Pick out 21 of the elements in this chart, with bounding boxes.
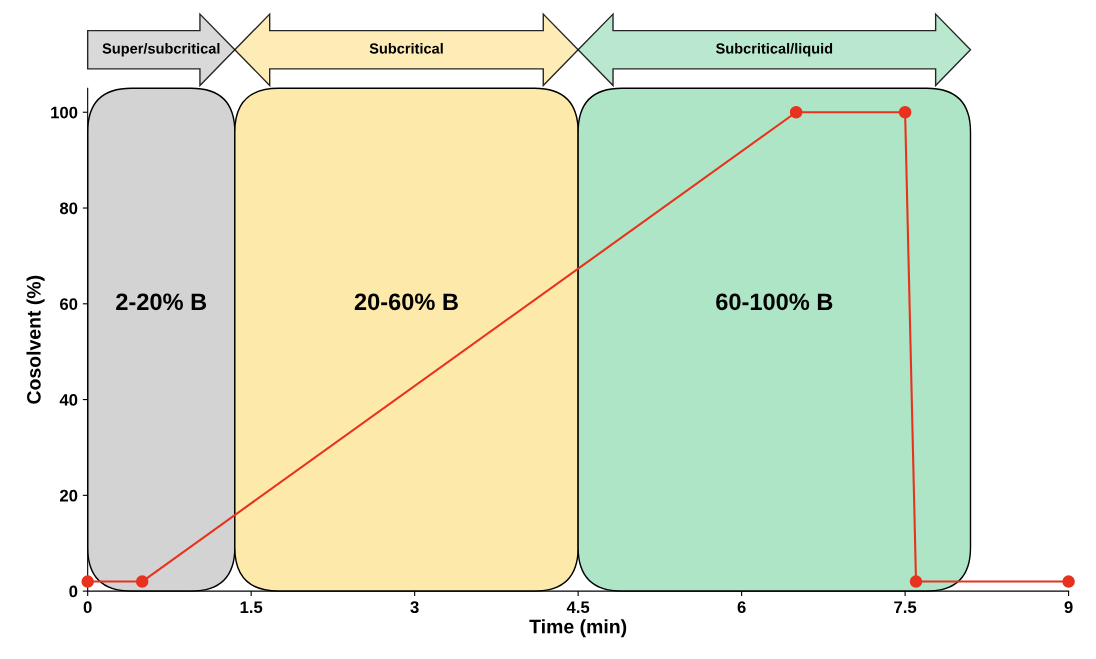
x-tick-label: 9 [1064,601,1073,614]
x-tick-label: 6 [737,601,746,614]
y-tick-label: 0 [69,585,78,598]
band-label: 20-60% B [354,293,458,311]
text: Subcritical [369,42,443,54]
x-tick-label: 1.5 [240,601,263,614]
text: Super/subcritical [102,42,220,57]
y-tick-label: 20 [60,489,78,502]
band-label: 2-20% B [116,293,207,311]
y-tick-label: 80 [59,202,78,215]
y-axis-title: Cosolvent (%) [26,275,45,404]
band-label: 60-100% B [716,293,833,311]
y-tick-label: 40 [59,393,78,406]
y-tick-label: 60 [60,298,78,310]
x-tick-label: 3 [410,601,419,614]
x-tick-label: 7.5 [894,601,917,614]
x-axis-title: Time (min) [529,619,627,638]
y-tick-label: 100 [51,106,78,119]
x-tick-label: 0 [83,601,92,614]
text: Subcritical/liquid [716,42,833,57]
x-tick-label: 4.5 [566,601,590,614]
